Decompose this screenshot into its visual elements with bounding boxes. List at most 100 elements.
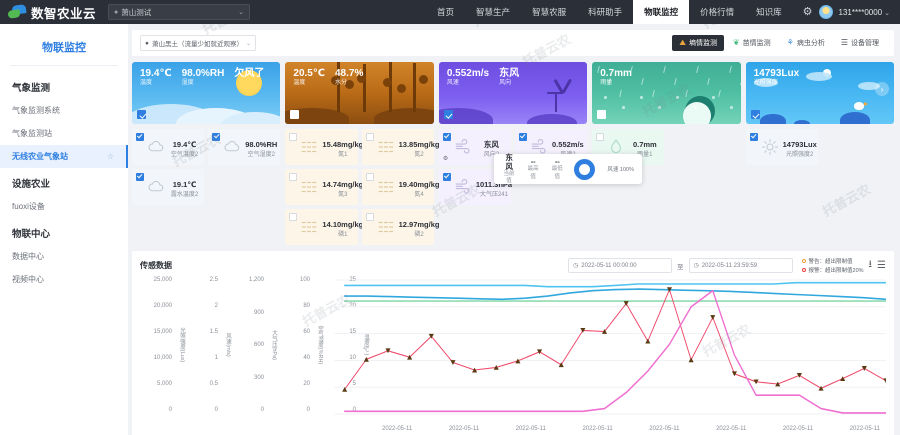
nav-item-0[interactable]: 首页 <box>437 7 455 17</box>
sensor-card-hero-4[interactable]: 14793Lux 光照强度 › <box>745 62 895 124</box>
user-menu[interactable]: 131****0000 ⌄ <box>839 8 890 17</box>
hero-metric-value: 98.0%RH <box>181 68 225 79</box>
sidebar-item-0-2[interactable]: 无线农业气象站 ☆ <box>0 145 128 168</box>
sub-card[interactable]: 13.85mg/kg 氮2 <box>361 129 439 165</box>
sub-checkbox[interactable] <box>442 173 451 181</box>
sensor-card-0: 19.4℃ 温度 98.0%RH 湿度 欠风了 19.4℃ 空气温度2 98.0%RH 空气湿度… <box>132 62 281 205</box>
site-select[interactable]: ● 萧山测试 ⌄ <box>108 4 251 20</box>
gear-icon[interactable]: ⚙ <box>802 5 813 18</box>
sub-checkbox[interactable] <box>749 133 758 141</box>
avatar[interactable] <box>818 5 833 19</box>
y-tick: 1.5 <box>209 329 218 335</box>
hero-metric: 东风 风向 <box>499 68 519 87</box>
toolbar-button-1[interactable]: ❦ 苗情监测 <box>726 35 778 51</box>
sub-card[interactable]: 12.97mg/kg 磷2 <box>361 209 439 245</box>
hero-metric-value: 欠风了 <box>234 68 265 79</box>
legend-label: 警告：超出限制值 <box>808 259 853 265</box>
date-to-input[interactable]: ◷ 2022-05-11 23:59:59 <box>688 258 793 273</box>
hero-checkbox[interactable] <box>290 110 300 119</box>
sidebar-item-2-1[interactable]: 视频中心 <box>0 268 128 291</box>
hero-checkbox[interactable] <box>750 110 760 119</box>
sensor-card-hero-1[interactable]: 20.5℃ 温度 48.7% 水分 <box>285 62 434 124</box>
sidebar-item-label: 无线农业气象站 <box>12 152 68 161</box>
wind-icon <box>454 178 472 196</box>
sub-checkbox[interactable] <box>136 173 144 181</box>
menu-icon[interactable]: ☰ <box>877 260 886 271</box>
sub-checkbox[interactable] <box>365 213 374 221</box>
sub-card[interactable]: 15.48mg/kg 氮1 <box>285 129 363 165</box>
sub-value: 12.97mg/kg <box>398 220 440 230</box>
y-tick: 2 <box>214 303 218 309</box>
hero-checkbox[interactable] <box>597 110 607 119</box>
x-tick-4: 2022-05-11 <box>649 426 680 432</box>
sub-card[interactable]: 14.74mg/kg 氮3 <box>285 169 363 205</box>
sub-card[interactable]: 14793Lux 光照强度2 <box>745 129 818 165</box>
sub-card[interactable]: 14.10mg/kg 磷1 <box>285 209 363 245</box>
hero-metric-label: 温度 <box>293 79 306 86</box>
y-tick: 10,000 <box>153 355 172 361</box>
star-icon[interactable]: ☆ <box>106 152 114 161</box>
sidebar-item-0-1[interactable]: 气象监测站 <box>0 122 128 145</box>
sub-checkbox[interactable] <box>289 173 298 181</box>
hero-metric: 14793Lux 光照强度 <box>754 68 800 87</box>
hero-metric-label: 湿度 <box>181 79 194 86</box>
sidebar-group-1: 设施农业 <box>12 179 51 190</box>
data-point-marker <box>818 385 824 391</box>
sub-card[interactable]: 19.1℃ 露水温度2 <box>132 169 205 205</box>
y-axis-label: 风速(m/s) <box>225 333 231 357</box>
sub-text: 15.48mg/kg 氮1 <box>322 134 367 160</box>
sensor-cards-row: 东风 当前值 -- 最高值 -- 最低值 风速 100% 19.4℃ 温度 98.0… <box>132 62 895 245</box>
date-from-input[interactable]: ◷ 2022-05-11 00:00:00 <box>568 258 673 273</box>
nav-item-2[interactable]: 智慧农服 <box>532 7 567 17</box>
soil-icon <box>377 218 395 236</box>
y-tick: 1 <box>214 355 218 361</box>
y-tick: 20,000 <box>153 303 172 309</box>
sub-checkbox[interactable] <box>519 133 528 141</box>
chart-controls: ◷ 2022-05-11 00:00:00 至 ◷ 2022-05-11 23:… <box>568 257 886 274</box>
sub-checkbox[interactable] <box>442 133 451 141</box>
sub-checkbox[interactable] <box>212 133 221 141</box>
sub-label: 大气压241 <box>479 192 508 199</box>
download-icon[interactable]: ⭳ <box>868 259 873 270</box>
toolbar-buttons: ⛰ 墒情监测 ❦ 苗情监测 ⚘ 病虫分析 ☰ 设备管理 <box>672 35 886 51</box>
plot-select[interactable]: ● 萧山黑土（流量少如就近观察） ⌄ <box>140 35 256 51</box>
data-point-marker <box>342 386 348 392</box>
hero-checkbox[interactable] <box>137 110 146 119</box>
sidebar: 物联监控 气象监测 气象监测系统 气象监测站 无线农业气象站 ☆ 设施农业 fuoxi设备物… <box>0 24 128 435</box>
toolbar-button-0[interactable]: ⛰ 墒情监测 <box>672 35 724 51</box>
sub-card[interactable]: 19.4℃ 空气温度2 <box>132 129 205 165</box>
toolbar-button-2[interactable]: ⚘ 病虫分析 <box>780 35 832 51</box>
gear-icon[interactable]: ⚙ <box>442 156 449 162</box>
legend-item-1: 报警：超出限制值20% <box>801 266 864 274</box>
sub-checkbox[interactable] <box>596 133 605 141</box>
y-tick: 0 <box>306 407 310 413</box>
y-tick: 0 <box>214 407 218 413</box>
x-tick-2: 2022-05-11 <box>515 426 546 432</box>
sub-card[interactable]: 98.0%RH 空气湿度2 <box>208 129 281 165</box>
nav-item-3[interactable]: 科研助手 <box>588 7 623 17</box>
nav-item-4[interactable]: 物联监控 <box>633 0 690 24</box>
sub-checkbox[interactable] <box>365 173 374 181</box>
sub-label: 风向2 <box>483 152 500 159</box>
nav-item-6[interactable]: 知识库 <box>756 7 782 17</box>
sensor-card-hero-2[interactable]: 0.552m/s 风速 东风 风向 <box>438 62 588 124</box>
sub-checkbox[interactable] <box>136 133 144 141</box>
toolbar-button-3[interactable]: ☰ 设备管理 <box>834 35 886 51</box>
sub-checkbox[interactable] <box>289 213 298 221</box>
sidebar-item-2-0[interactable]: 数据中心 <box>0 245 128 268</box>
sub-label: 磷2 <box>414 232 424 239</box>
nav-item-5[interactable]: 价格行情 <box>700 7 735 17</box>
hero-checkbox[interactable] <box>443 110 453 119</box>
nav-item-1[interactable]: 智慧生产 <box>476 7 511 17</box>
sub-card[interactable]: 19.40mg/kg 氮4 <box>361 169 439 205</box>
sensor-card-hero-0[interactable]: 19.4℃ 温度 98.0%RH 湿度 欠风了 <box>132 62 281 124</box>
next-arrow-icon[interactable]: › <box>875 82 890 96</box>
toolbar-button-label: 苗情监测 <box>742 40 771 47</box>
sidebar-item-0-0[interactable]: 气象监测系统 <box>0 99 128 122</box>
legend-item-0: 警告：超出限制值 <box>801 257 864 265</box>
sub-checkbox[interactable] <box>289 133 298 141</box>
sidebar-item-1-0[interactable]: fuoxi设备 <box>0 195 128 218</box>
sub-label: 雨量1 <box>637 152 653 159</box>
sub-checkbox[interactable] <box>365 133 374 141</box>
sensor-card-hero-3[interactable]: 0.7mm 雨量 <box>592 62 741 124</box>
